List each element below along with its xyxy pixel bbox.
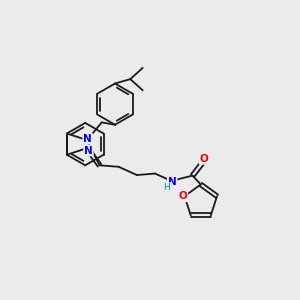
Text: N: N [84, 146, 93, 155]
Text: N: N [168, 177, 177, 187]
Text: H: H [164, 183, 170, 192]
Text: N: N [83, 134, 92, 144]
Text: O: O [179, 191, 188, 201]
Text: O: O [200, 154, 208, 164]
